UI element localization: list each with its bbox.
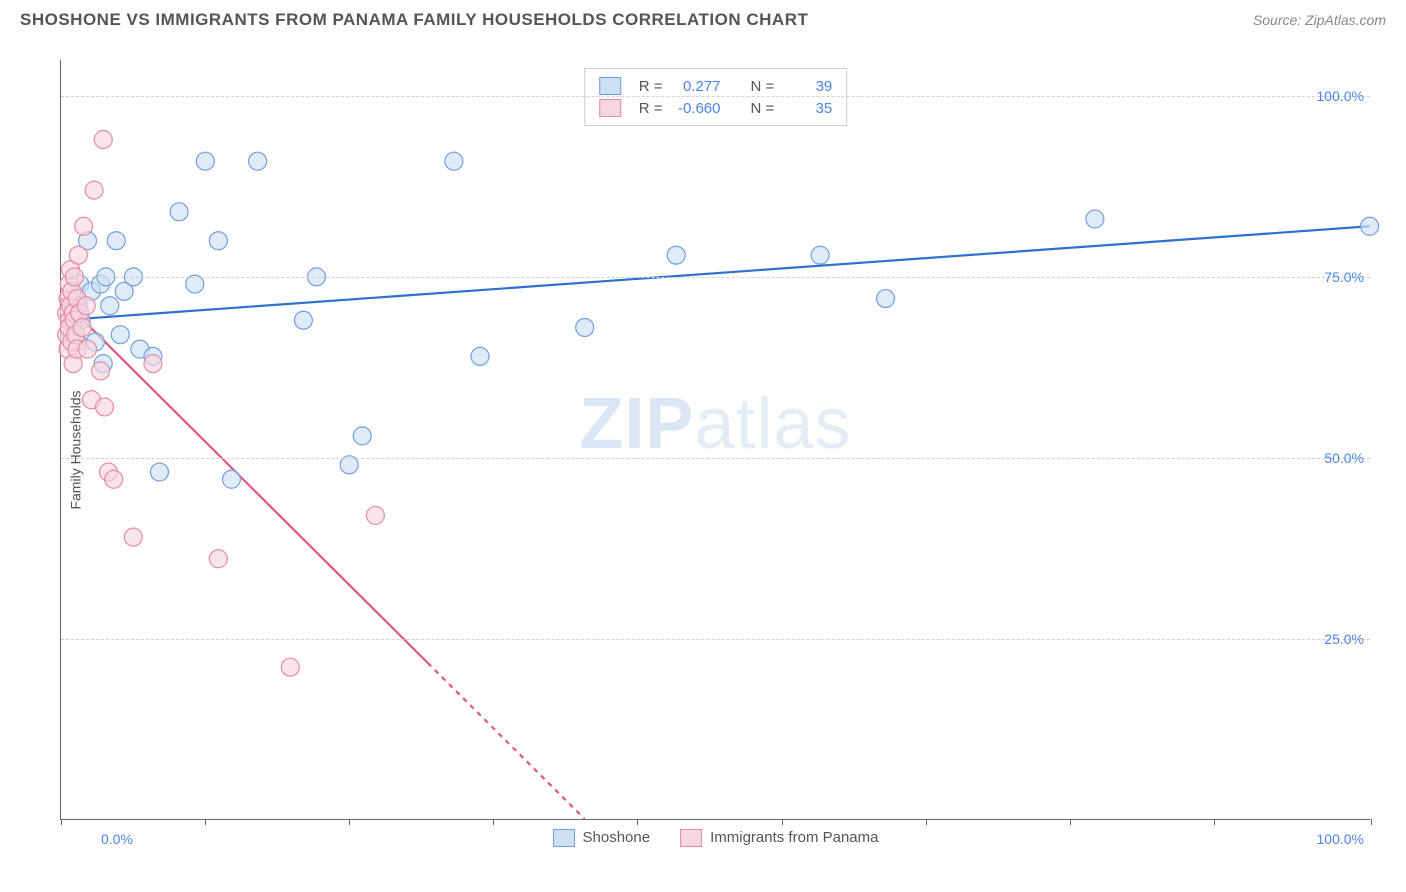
x-axis-max-label: 100.0% [1317,831,1364,847]
x-tick [1070,819,1071,825]
x-tick [349,819,350,825]
data-point [124,528,142,546]
data-point [294,311,312,329]
legend-swatch [680,829,702,847]
data-point [150,463,168,481]
stats-row: R = -0.660 N = 35 [599,97,833,119]
n-value: 39 [784,78,832,95]
data-point [107,232,125,250]
gridline [61,458,1370,459]
x-axis-min-label: 0.0% [101,831,133,847]
data-point [471,347,489,365]
data-point [209,232,227,250]
data-point [105,470,123,488]
r-value: 0.277 [673,78,721,95]
data-point [366,506,384,524]
series-legend: Shoshone Immigrants from Panama [553,829,879,847]
data-point [96,398,114,416]
data-point [170,203,188,221]
data-point [877,290,895,308]
n-value: 35 [784,100,832,117]
data-point [69,246,87,264]
data-point [811,246,829,264]
x-tick [1371,819,1372,825]
data-point [144,355,162,373]
scatter-points-layer [61,60,1370,819]
n-label: N = [751,100,775,117]
data-point [101,297,119,315]
x-tick [493,819,494,825]
x-tick [637,819,638,825]
plot-area: ZIPatlas R =0.277N =39R =-0.660N =35 0.0… [60,60,1370,820]
data-point [196,152,214,170]
chart-container: Family Households ZIPatlas R =0.277N =39… [20,50,1386,850]
x-tick [205,819,206,825]
data-point [85,181,103,199]
chart-title: SHOSHONE VS IMMIGRANTS FROM PANAMA FAMIL… [20,10,808,30]
data-point [94,131,112,149]
r-label: R = [639,100,663,117]
source-attribution: Source: ZipAtlas.com [1253,12,1386,28]
data-point [1086,210,1104,228]
legend-swatch [553,829,575,847]
data-point [576,318,594,336]
data-point [222,470,240,488]
data-point [73,318,91,336]
data-point [79,340,97,358]
data-point [75,217,93,235]
data-point [667,246,685,264]
x-tick [61,819,62,825]
legend-swatch [599,99,621,117]
r-value: -0.660 [673,100,721,117]
legend-item: Immigrants from Panama [680,829,878,847]
y-tick-label: 50.0% [1324,450,1364,466]
legend-item: Shoshone [553,829,651,847]
data-point [77,297,95,315]
data-point [281,658,299,676]
legend-label: Immigrants from Panama [710,829,878,846]
legend-swatch [599,77,621,95]
data-point [249,152,267,170]
gridline [61,96,1370,97]
data-point [92,362,110,380]
gridline [61,639,1370,640]
x-tick [1214,819,1215,825]
gridline [61,277,1370,278]
y-tick-label: 25.0% [1324,631,1364,647]
n-label: N = [751,78,775,95]
x-tick [926,819,927,825]
data-point [353,427,371,445]
x-tick [782,819,783,825]
data-point [111,326,129,344]
y-tick-label: 100.0% [1317,88,1364,104]
data-point [1361,217,1379,235]
data-point [209,550,227,568]
legend-label: Shoshone [583,829,651,846]
r-label: R = [639,78,663,95]
data-point [445,152,463,170]
y-tick-label: 75.0% [1324,269,1364,285]
stats-row: R = 0.277 N = 39 [599,75,833,97]
